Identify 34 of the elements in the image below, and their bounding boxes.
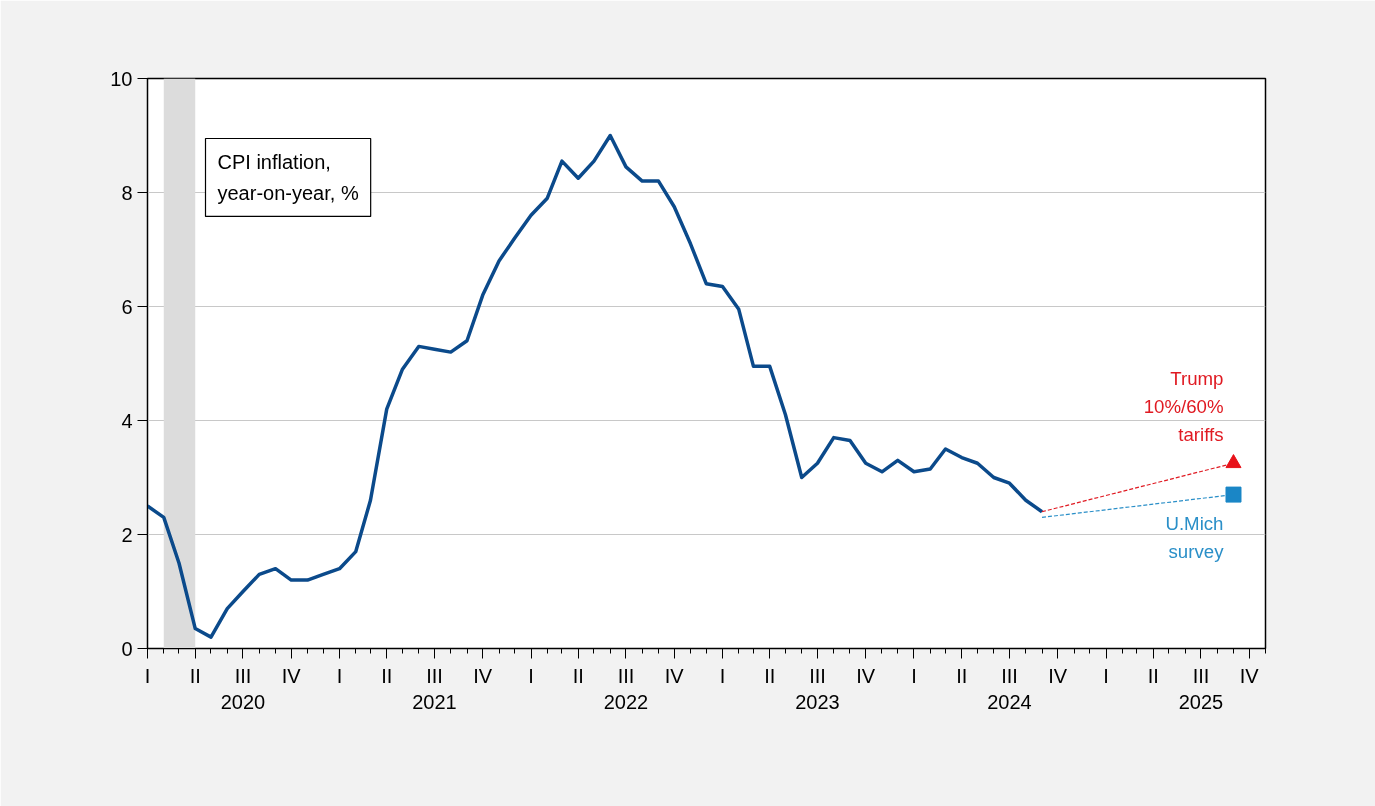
y-tick-label: 8 bbox=[121, 181, 133, 204]
x-tick-label: II bbox=[572, 664, 584, 687]
x-tick-label: III 2022 bbox=[603, 664, 649, 713]
x-tick-label: III 2021 bbox=[412, 664, 457, 713]
series-label: Trump 10%/60% tariffs bbox=[1143, 367, 1224, 446]
x-tick-label: III 2023 bbox=[795, 664, 840, 713]
x-tick-label: II bbox=[764, 664, 776, 687]
series-label: U.Mich survey bbox=[1165, 512, 1225, 562]
y-tick-label: 10 bbox=[110, 67, 133, 90]
y-tick-label: 6 bbox=[121, 295, 133, 318]
y-tick-label: 4 bbox=[121, 409, 133, 432]
x-tick-label: IV bbox=[1048, 664, 1068, 687]
x-tick-label: II bbox=[956, 664, 968, 687]
x-tick-label: III 2020 bbox=[220, 664, 266, 713]
text: CPI inflation, year-on-year, % bbox=[217, 150, 359, 205]
x-tick-label: I bbox=[528, 664, 534, 687]
x-tick-label: I bbox=[719, 664, 726, 687]
x-tick-label: IV bbox=[281, 664, 302, 687]
x-tick-label: II bbox=[1147, 664, 1159, 687]
y-tick-label: 0 bbox=[121, 637, 133, 660]
x-tick-label: IV bbox=[664, 664, 685, 687]
x-tick-label: IV bbox=[856, 664, 876, 687]
x-tick-label: IV bbox=[1239, 664, 1260, 687]
x-tick-label: III 2024 bbox=[987, 664, 1032, 713]
x-tick-label: II bbox=[189, 664, 201, 687]
x-tick-label: IV bbox=[473, 664, 493, 687]
x-tick-label: III 2025 bbox=[1178, 664, 1224, 713]
x-tick-label: I bbox=[336, 664, 343, 687]
x-tick-label: I bbox=[1103, 664, 1109, 687]
x-tick-label: I bbox=[911, 664, 917, 687]
line-series bbox=[147, 133, 1044, 639]
x-tick-label: I bbox=[144, 664, 151, 687]
x-tick-label: II bbox=[381, 664, 393, 687]
y-tick-label: 2 bbox=[121, 523, 133, 546]
